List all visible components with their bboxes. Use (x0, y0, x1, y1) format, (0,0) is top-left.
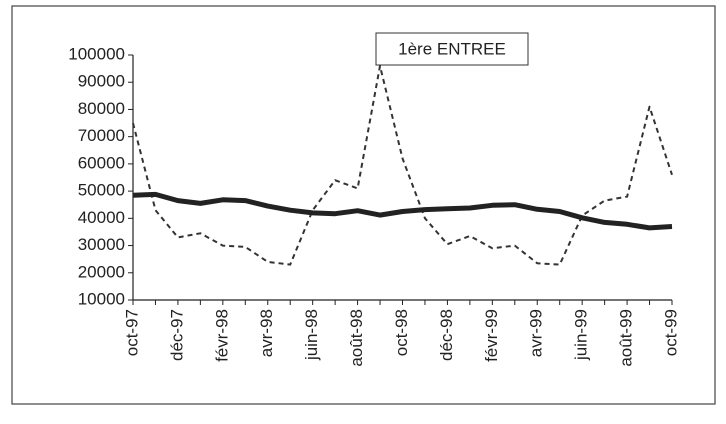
x-tick-label: août-98 (347, 309, 366, 367)
series-line (132, 64, 673, 266)
x-tick-label: août-99 (617, 309, 636, 367)
y-tick-label: 30000 (78, 235, 125, 254)
chart-frame (11, 5, 716, 405)
x-tick-label: juin-98 (302, 309, 321, 361)
x-tick-label: oct-97 (122, 309, 141, 356)
title-box (375, 32, 529, 66)
x-tick-label: juin-99 (572, 309, 591, 361)
y-tick-label: 40000 (78, 208, 125, 227)
x-tick-label: déc-98 (437, 309, 456, 361)
y-tick-label: 100000 (68, 44, 125, 63)
x-tick-label: avr-98 (257, 309, 276, 357)
y-tick-label: 20000 (78, 262, 125, 281)
y-tick-label: 60000 (78, 153, 125, 172)
x-tick-label: avr-99 (527, 309, 546, 357)
x-tick-label: févr-99 (482, 309, 501, 362)
x-tick-label: déc-97 (167, 309, 186, 361)
y-tick-label: 90000 (78, 72, 125, 91)
x-tick-label: févr-98 (212, 309, 231, 362)
x-tick-label: oct-99 (661, 309, 680, 356)
chart-title: 1ère ENTREE (398, 39, 506, 58)
x-tick-label: oct-98 (392, 309, 411, 356)
y-tick-label: 10000 (78, 289, 125, 308)
y-tick-label: 80000 (78, 99, 125, 118)
y-tick-label: 70000 (78, 126, 125, 145)
y-tick-label: 50000 (78, 181, 125, 200)
series-line (132, 191, 673, 231)
